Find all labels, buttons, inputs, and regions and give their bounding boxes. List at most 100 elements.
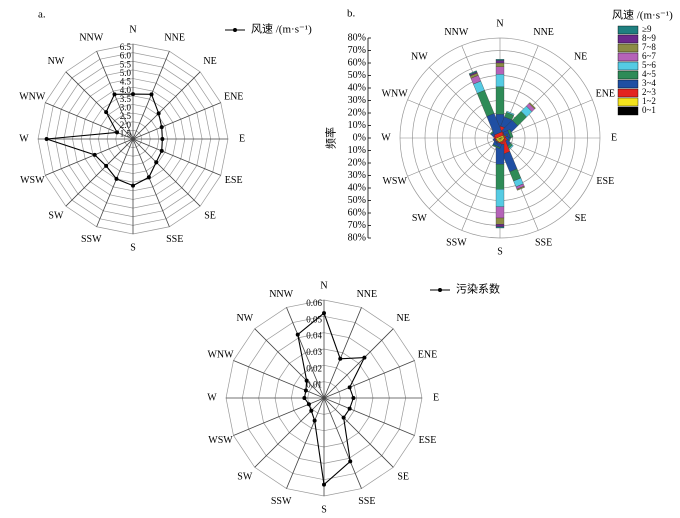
data-point xyxy=(322,482,326,487)
legend-swatch xyxy=(617,97,639,107)
spoke xyxy=(461,137,501,231)
legend-label: 8~9 xyxy=(642,33,656,43)
direction-label: WSW xyxy=(20,175,45,186)
spoke xyxy=(132,102,221,140)
bar-segment xyxy=(495,66,505,75)
direction-label: SSE xyxy=(535,238,552,249)
data-point xyxy=(154,160,159,165)
direction-label: NNW xyxy=(444,27,468,38)
spoke xyxy=(429,67,501,139)
direction-label: SSW xyxy=(446,238,467,249)
data-point xyxy=(149,92,154,97)
direction-label: SW xyxy=(237,471,253,482)
bar-segment xyxy=(476,90,495,117)
legend-label: 7~8 xyxy=(642,42,656,52)
r-tick-label: 0.06 xyxy=(306,298,322,308)
spoke xyxy=(499,137,571,209)
r-tick-label: 3.0 xyxy=(120,103,132,113)
direction-label: SSE xyxy=(166,234,183,245)
legend-label: 2~3 xyxy=(642,87,656,97)
direction-label: S xyxy=(497,246,503,257)
spoke xyxy=(429,137,501,209)
direction-label: WNW xyxy=(19,92,46,103)
spoke xyxy=(132,138,221,176)
direction-label: NE xyxy=(397,313,410,324)
direction-label: N xyxy=(129,24,136,35)
data-point xyxy=(322,311,326,316)
direction-label: SE xyxy=(575,213,587,224)
bar-segment xyxy=(507,129,514,139)
legend-swatch xyxy=(617,70,639,80)
spoke xyxy=(499,137,593,177)
spoke xyxy=(254,328,325,399)
direction-label: NE xyxy=(203,56,216,67)
direction-label: E xyxy=(611,132,617,143)
data-point xyxy=(131,183,135,188)
r-tick-label: 0.05 xyxy=(306,314,322,324)
r-tick-label: 6.5 xyxy=(120,42,132,52)
data-point xyxy=(295,332,300,337)
spoke xyxy=(233,360,325,399)
data-point xyxy=(347,385,352,390)
y-tick-label: 60% xyxy=(348,57,366,68)
spoke xyxy=(65,138,134,207)
direction-label: ESE xyxy=(225,175,243,186)
spoke xyxy=(323,360,415,399)
y-tick-label: 60% xyxy=(348,207,366,218)
direction-label: NNE xyxy=(164,33,185,44)
spoke xyxy=(132,71,201,140)
spoke xyxy=(65,71,134,140)
legend-marker xyxy=(438,288,442,292)
bar-segment xyxy=(495,224,505,227)
data-point xyxy=(351,396,356,400)
r-tick-label: 3.5 xyxy=(120,94,132,104)
data-point xyxy=(347,406,352,411)
spoke xyxy=(407,99,501,139)
direction-label: WNW xyxy=(382,89,409,100)
legend-label: 风速 /(m·s⁻¹) xyxy=(251,23,312,36)
y-tick-label: 80% xyxy=(348,32,366,43)
data-point xyxy=(304,378,309,383)
data-point xyxy=(341,415,346,420)
direction-label: E xyxy=(239,133,245,144)
bar-segment xyxy=(495,217,505,225)
legend-marker xyxy=(233,28,237,32)
bar-segment xyxy=(502,151,518,173)
legend-label: ≥9 xyxy=(642,24,652,34)
spoke xyxy=(323,328,394,399)
direction-label: N xyxy=(496,18,503,29)
y-tick-label: 50% xyxy=(348,195,366,206)
direction-label: NE xyxy=(574,52,587,63)
legend-swatch xyxy=(617,106,639,116)
spoke xyxy=(132,138,170,227)
direction-label: NW xyxy=(411,52,428,63)
direction-label: ENE xyxy=(418,349,437,360)
r-tick-label: 0.04 xyxy=(306,331,322,341)
legend-label: 1~2 xyxy=(642,96,656,106)
data-point xyxy=(115,130,120,135)
bar-segment xyxy=(495,60,505,64)
bar-segment xyxy=(468,70,478,76)
direction-label: ENE xyxy=(596,89,615,100)
spoke xyxy=(323,307,362,399)
legend-label: 6~7 xyxy=(642,51,656,61)
direction-label: W xyxy=(207,392,217,403)
y-tick-label: 30% xyxy=(348,170,366,181)
y-tick-label: 80% xyxy=(348,232,366,243)
bar-segment xyxy=(506,110,515,116)
legend-swatch xyxy=(617,61,639,71)
direction-label: NNE xyxy=(357,289,378,300)
direction-label: SSW xyxy=(271,496,292,507)
direction-label: NW xyxy=(48,56,65,67)
data-point xyxy=(159,125,164,130)
r-tick-label: 5.5 xyxy=(120,59,132,69)
r-tick-label: 2.0 xyxy=(120,120,132,130)
direction-label: SSE xyxy=(358,496,375,507)
spoke xyxy=(323,397,362,489)
bar-segment xyxy=(495,226,505,229)
bar-segment xyxy=(516,185,525,191)
y-tick-label: 20% xyxy=(348,157,366,168)
legend-swatch xyxy=(617,25,639,35)
direction-label: ESE xyxy=(419,435,437,446)
